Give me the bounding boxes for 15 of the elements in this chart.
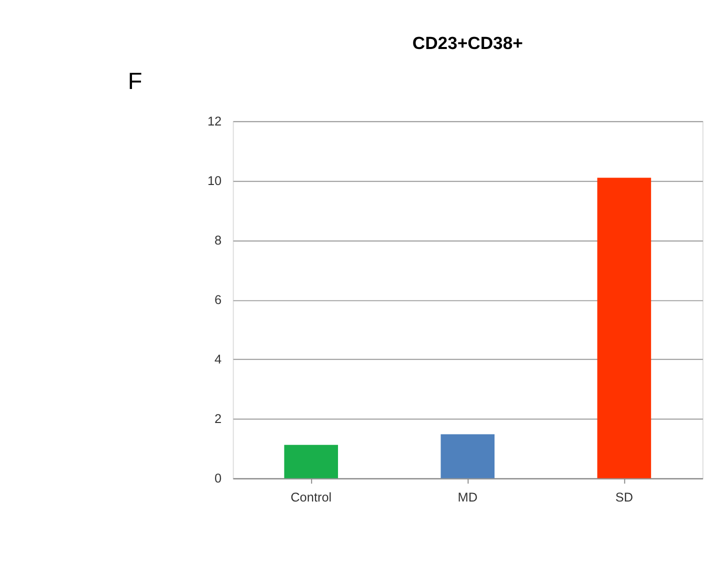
bar <box>284 444 338 478</box>
y-tick-label: 0 <box>214 470 222 486</box>
y-tick-label: 6 <box>214 292 222 308</box>
text: F <box>128 68 142 94</box>
y-tick-label: 10 <box>207 173 222 188</box>
y-tick-label: 2 <box>214 411 222 426</box>
x-tick-label: Control <box>290 489 332 504</box>
bar <box>440 434 495 478</box>
chart-title: CD23+CD38+ <box>412 32 523 53</box>
x-tick-label: SD <box>615 489 633 504</box>
y-tick-label: 8 <box>214 232 222 248</box>
y-tick-label: 4 <box>214 352 222 367</box>
y-tick-label: 12 <box>207 114 222 129</box>
bar <box>597 178 652 478</box>
x-tick-label: MD <box>458 489 478 504</box>
